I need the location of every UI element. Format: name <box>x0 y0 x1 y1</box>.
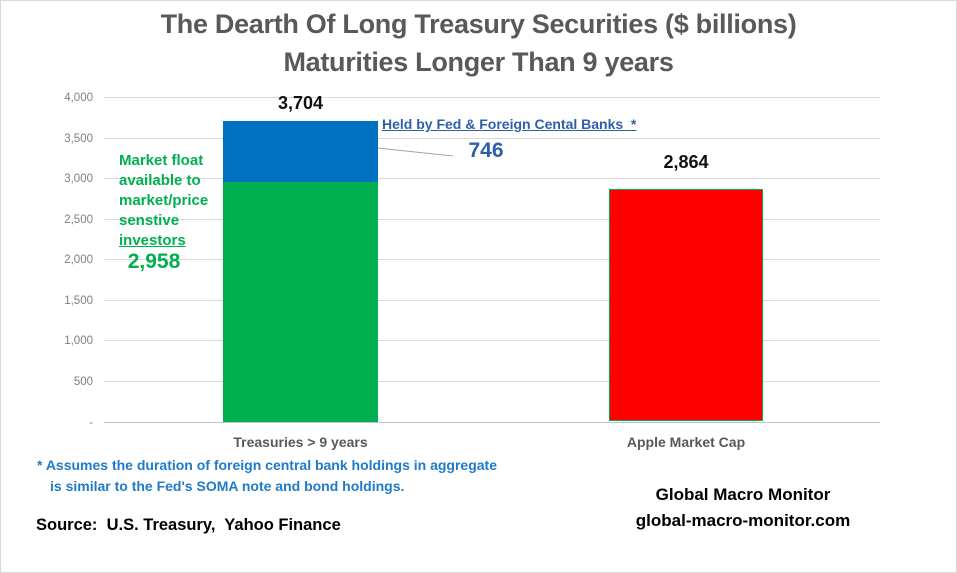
y-tick-label: 2,500 <box>64 214 93 226</box>
footnote-line2: is similar to the Fed's SOMA note and bo… <box>50 478 405 494</box>
bar-apple-market-cap <box>609 189 763 421</box>
market-float-value: 2,958 <box>127 250 181 273</box>
y-tick-label: 3,500 <box>64 133 93 145</box>
gridline <box>104 340 880 341</box>
gridline <box>104 178 880 179</box>
gridline <box>104 219 880 220</box>
total-label-apple: 2,864 <box>663 152 709 172</box>
chart-subtitle: Maturities Longer Than 9 years <box>283 47 674 77</box>
gridline <box>104 138 880 139</box>
chart-title: The Dearth Of Long Treasury Securities (… <box>160 9 797 39</box>
gridline <box>104 422 880 423</box>
market-float-annotation-line: Market float <box>119 152 204 169</box>
branding-name: Global Macro Monitor <box>655 485 831 504</box>
gridline <box>104 300 880 301</box>
market-float-annotation: Market float available to market/price s… <box>119 151 208 251</box>
source-note: Source: U.S. Treasury, Yahoo Finance <box>36 516 341 534</box>
branding: Global Macro Monitor global-macro-monito… <box>568 482 918 534</box>
category-label-apple: Apple Market Cap <box>626 434 746 450</box>
total-label-treasuries: 3,704 <box>277 93 324 113</box>
gridline <box>104 259 880 260</box>
fed-held-annotation: Held by Fed & Foreign Cental Banks * <box>382 116 637 132</box>
y-tick-label: 4,000 <box>64 92 93 104</box>
fed-held-value: 746 <box>468 139 504 162</box>
gridline <box>104 381 880 382</box>
y-tick-label: 2,000 <box>64 254 93 266</box>
footnote: * Assumes the duration of foreign centra… <box>37 455 497 497</box>
market-float-annotation-line: available to <box>119 172 201 189</box>
y-tick-label: 500 <box>73 376 93 388</box>
y-tick-label: - <box>89 417 93 429</box>
category-label-treasuries: Treasuries > 9 years <box>233 434 368 450</box>
footnote-line1: * Assumes the duration of foreign centra… <box>37 457 497 473</box>
y-tick-label: 1,500 <box>64 295 93 307</box>
y-tick-label: 1,000 <box>64 335 93 347</box>
y-tick-label: 3,000 <box>64 173 93 185</box>
market-float-annotation-line: market/price <box>119 192 209 209</box>
branding-url: global-macro-monitor.com <box>635 511 851 530</box>
bar-treasuries-fed-held <box>223 121 378 182</box>
market-float-annotation-line-underlined: investors <box>119 232 186 249</box>
gridline <box>104 97 880 98</box>
market-float-annotation-line: senstive <box>119 212 180 229</box>
bar-treasuries-market-float <box>223 182 378 422</box>
